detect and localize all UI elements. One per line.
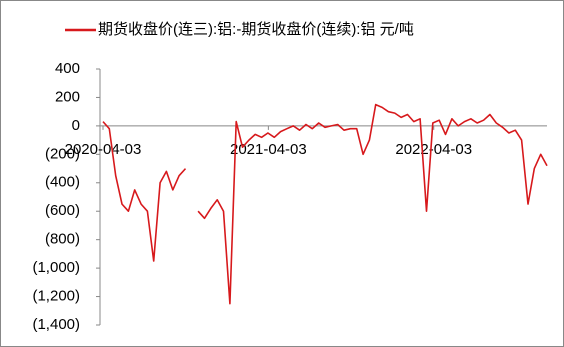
- x-tick-label: 2020-04-03: [65, 141, 142, 158]
- y-tick-label: (400): [45, 174, 80, 191]
- y-tick-label: (1,400): [32, 316, 80, 333]
- series-line: [102, 103, 548, 305]
- legend-label: 期货收盘价(连三):铝:-期货收盘价(连续):铝 元/吨: [98, 20, 414, 38]
- y-tick-label: 0: [72, 117, 80, 134]
- x-tick-label: 2021-04-03: [230, 141, 307, 158]
- y-tick-label: (200): [45, 145, 80, 162]
- y-tick-label: 400: [55, 60, 80, 77]
- y-tick-label: (1,000): [32, 259, 80, 276]
- y-tick-label: (800): [45, 231, 80, 248]
- y-tick-label: (1,200): [32, 288, 80, 305]
- y-tick-label: 200: [55, 88, 80, 105]
- y-tick-label: (600): [45, 202, 80, 219]
- x-tick-label: 2022-04-03: [395, 141, 472, 158]
